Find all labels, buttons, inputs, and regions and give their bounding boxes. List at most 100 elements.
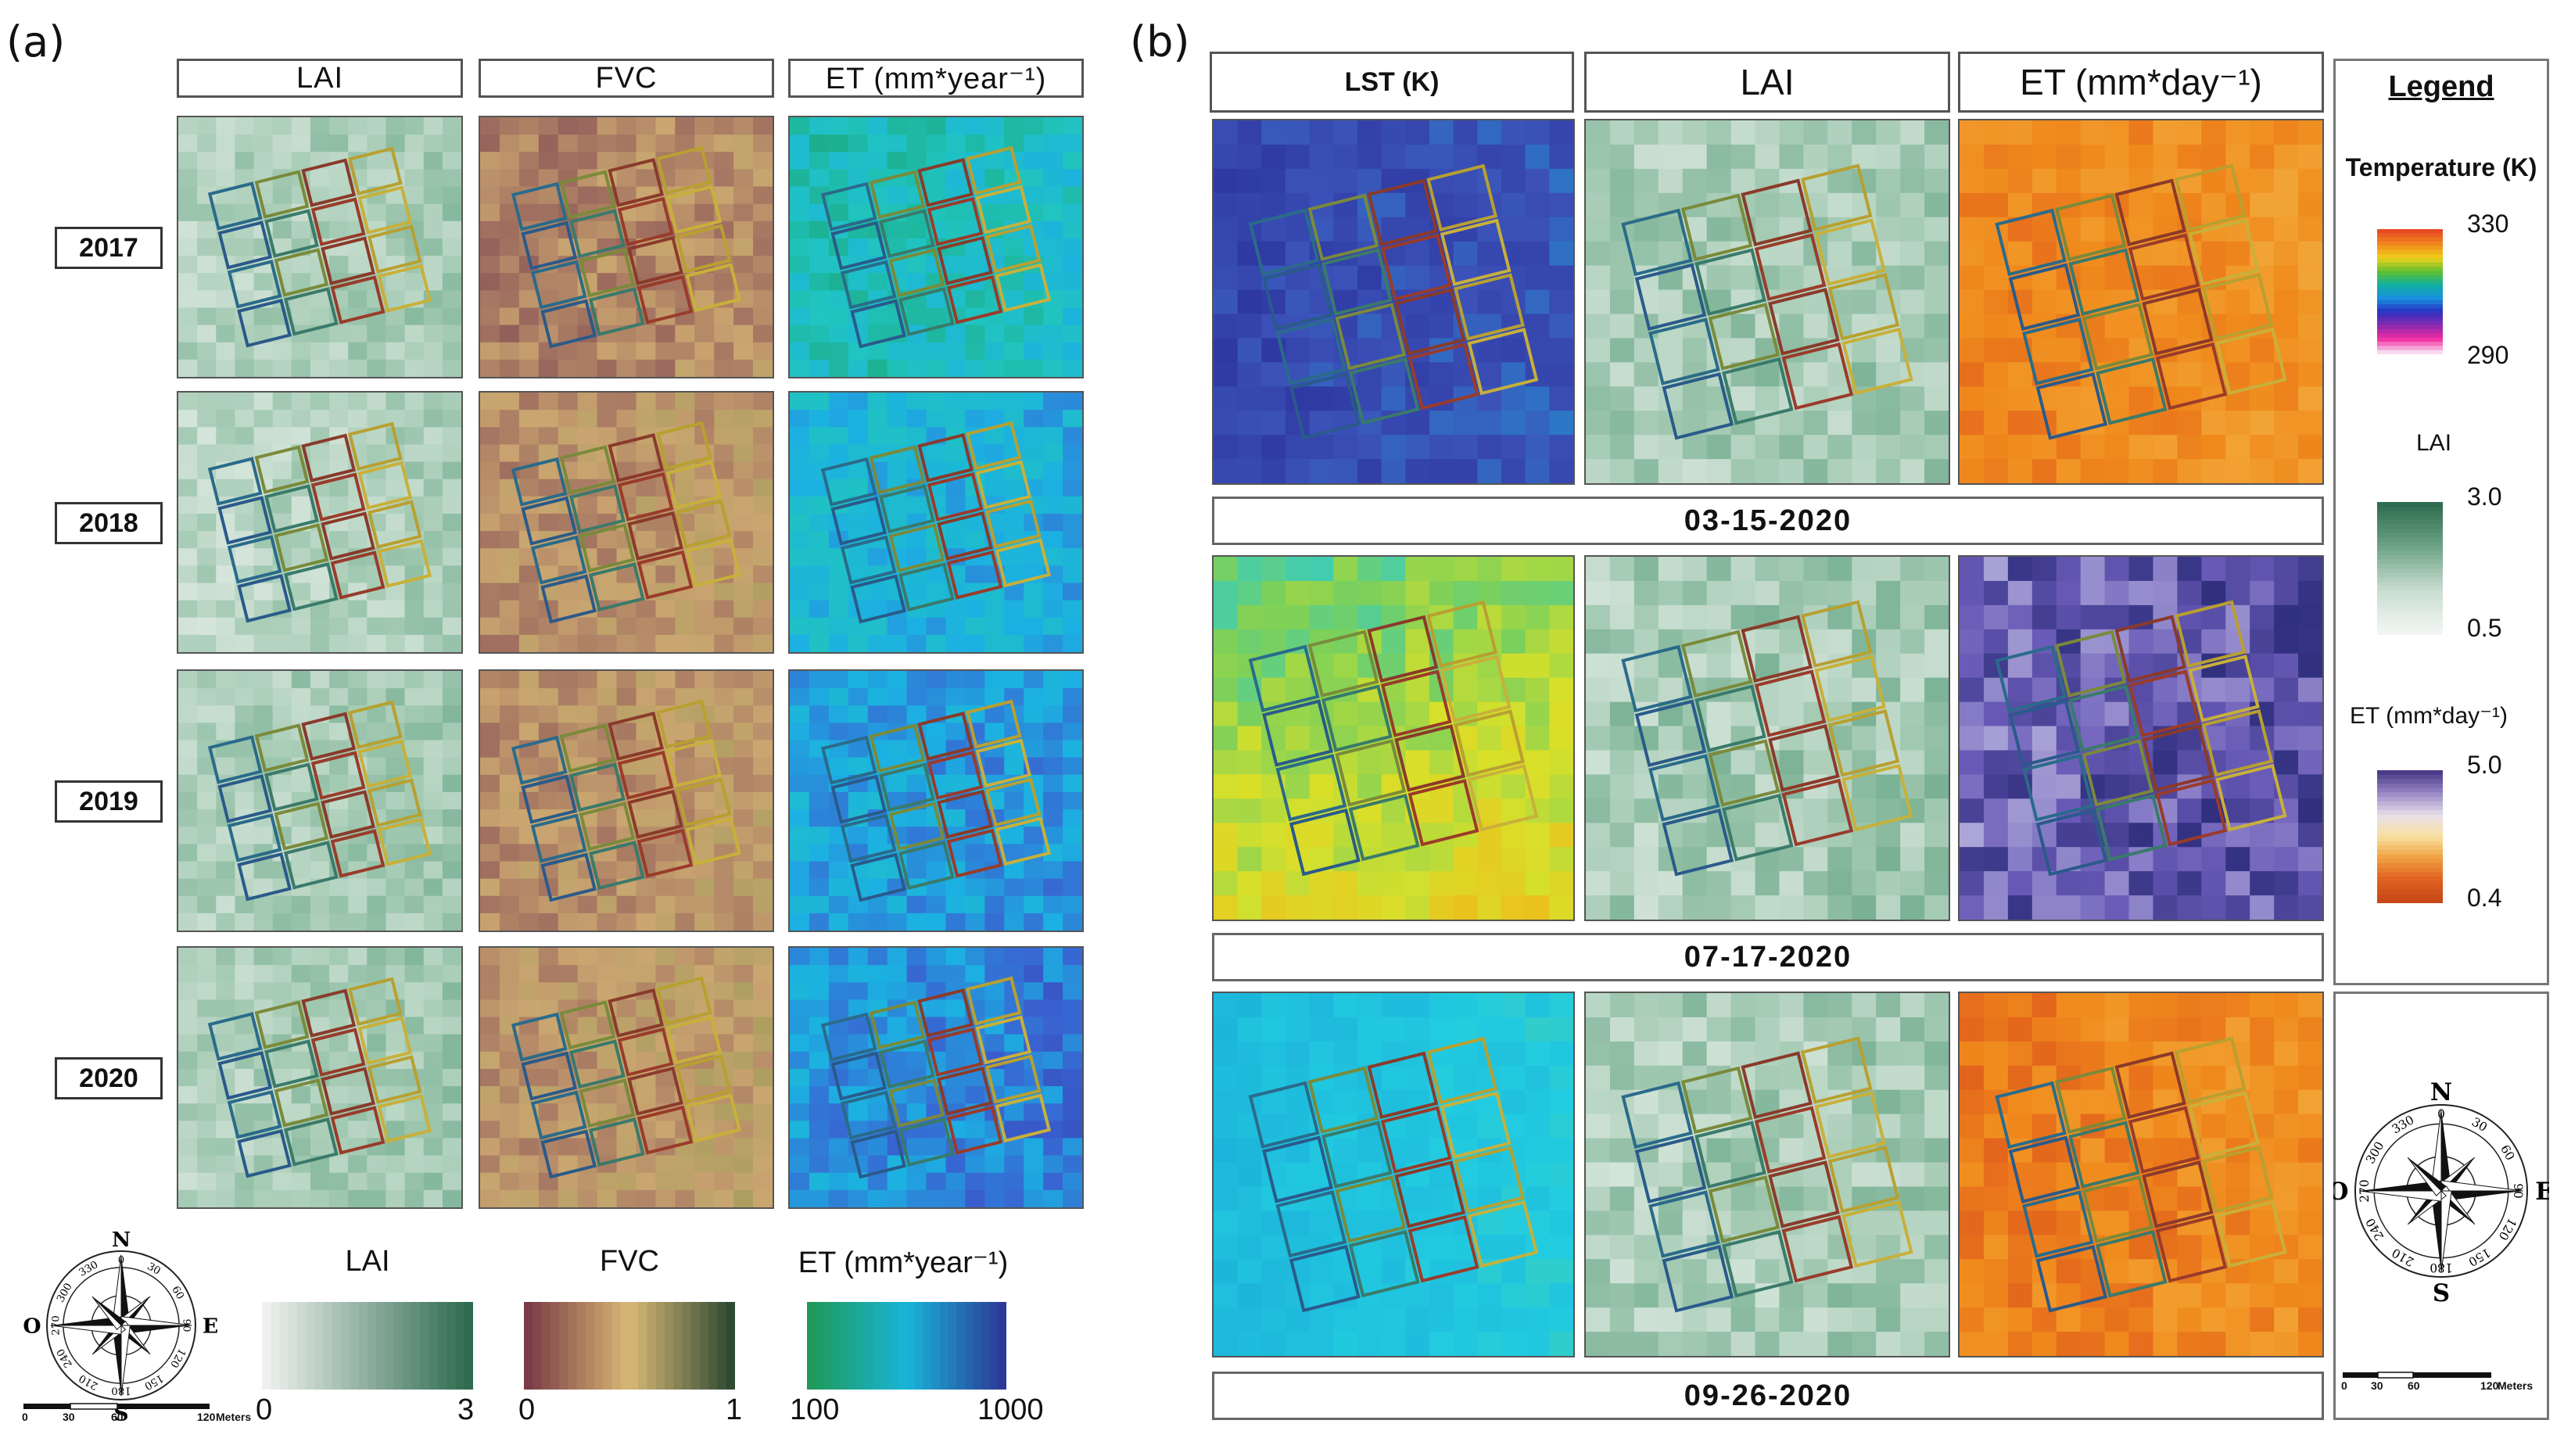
compass-b-degree-150: 150: [2466, 1246, 2493, 1269]
legend-a-lai-min: 0: [256, 1393, 273, 1426]
legend-a-et-min: 100: [790, 1393, 840, 1426]
compass-rose-b: 0 30 60 90 120 150 180 210 240 270 300 330 N S E O: [2328, 1031, 2554, 1343]
legend-b-lai-max: 3.0: [2467, 482, 2502, 511]
date-label-09-26-2020: 09-26-2020: [1212, 1372, 2324, 1420]
year-label-2018: 2018: [55, 502, 163, 544]
legend-b-temp-max: 330: [2467, 210, 2509, 238]
legend-b-frame: [2333, 59, 2549, 985]
date-label-03-15-2020: 03-15-2020: [1212, 497, 2324, 545]
scalebar-b: 0 30 60 120 Meters: [2341, 1370, 2538, 1401]
map-b-lai-07-17-2020: [1584, 555, 1950, 921]
scalebar-b-tick-120: 120: [2480, 1379, 2499, 1392]
legend-a-lai-max: 3: [457, 1393, 475, 1426]
compass-b-north-label: N: [2430, 1078, 2452, 1106]
map-b-lst-09-26-2020: [1212, 992, 1575, 1357]
map-a-lai-2019: [177, 669, 463, 932]
legend-b-temp-title: Temperature (K): [2345, 153, 2537, 181]
scalebar-b-unit: Meters: [2498, 1379, 2534, 1392]
col-header-fvc: FVC: [479, 59, 774, 98]
map-a-lai-2017: [177, 116, 463, 378]
compass-a-degree-60: 60: [169, 1284, 185, 1301]
map-b-et-07-17-2020: [1958, 555, 2324, 921]
map-b-et-03-15-2020: [1958, 119, 2324, 485]
compass-a-degree-330: 330: [77, 1259, 100, 1279]
compass-a-degree-30: 30: [145, 1261, 162, 1277]
compass-a-degree-210: 210: [77, 1372, 100, 1392]
scalebar-a-tick-120: 120: [197, 1411, 216, 1423]
compass-rose-a: 0 30 60 90 120 150 180 210 240 270 300 330 N S E O: [16, 1220, 227, 1431]
map-a-et-2020: [788, 946, 1084, 1209]
scalebar-b-tick-0: 0: [2341, 1379, 2347, 1392]
legend-b-et-max: 5.0: [2467, 751, 2502, 779]
compass-b-degree-180: 180: [2430, 1261, 2452, 1275]
compass-a-degree-0: 0: [118, 1254, 124, 1266]
scalebar-a: 0 30 60 120 Meters: [22, 1401, 251, 1433]
compass-a-degree-240: 240: [55, 1347, 75, 1369]
legend-a-et-max: 1000: [977, 1393, 1044, 1426]
compass-b-south-label: S: [2433, 1279, 2450, 1307]
legend-b-lai-ramp: [2377, 502, 2443, 636]
map-a-fvc-2017: [479, 116, 774, 378]
map-a-lai-2018: [177, 391, 463, 654]
legend-b-et-ramp: [2377, 770, 2443, 904]
compass-b-degree-330: 330: [2390, 1113, 2416, 1136]
compass-b-degree-270: 270: [2358, 1179, 2372, 1202]
legend-a-fvc-min: 0: [518, 1393, 536, 1426]
scalebar-a-unit: Meters: [216, 1411, 252, 1423]
map-a-fvc-2019: [479, 669, 774, 932]
compass-b-degree-300: 300: [2363, 1139, 2386, 1166]
map-b-lst-07-17-2020: [1212, 555, 1575, 921]
scalebar-a-tick-60: 60: [111, 1411, 124, 1423]
compass-b-west-label: O: [2333, 1178, 2348, 1206]
legend-b-et-min: 0.4: [2467, 884, 2502, 912]
legend-a-lai-title: LAI: [345, 1245, 390, 1278]
legend-a-fvc-ramp: [524, 1302, 736, 1390]
map-a-et-2019: [788, 669, 1084, 932]
map-a-et-2018: [788, 391, 1084, 654]
map-b-et-09-26-2020: [1958, 992, 2324, 1357]
col-header-et-b: ET (mm*day⁻¹): [1958, 52, 2324, 113]
legend-b-title: Legend: [2388, 70, 2494, 103]
compass-a-degree-270: 270: [50, 1315, 62, 1335]
scalebar-a-tick-0: 0: [22, 1411, 28, 1423]
col-header-et: ET (mm*year⁻¹): [788, 59, 1084, 98]
compass-a-east-label: E: [203, 1314, 218, 1339]
legend-b-lai-title: LAI: [2416, 430, 2452, 456]
legend-b-compass-frame: [2333, 992, 2549, 1420]
compass-a-west-label: O: [23, 1314, 41, 1339]
year-label-2017: 2017: [55, 227, 163, 269]
map-a-fvc-2018: [479, 391, 774, 654]
compass-b-degree-90: 90: [2511, 1183, 2525, 1199]
panel-b-label: (b): [1130, 17, 1190, 66]
compass-a-degree-300: 300: [55, 1282, 75, 1304]
map-b-lai-03-15-2020: [1584, 119, 1950, 485]
compass-a-degree-180: 180: [111, 1385, 131, 1397]
map-a-et-2017: [788, 116, 1084, 378]
scalebar-a-tick-30: 30: [63, 1411, 75, 1423]
legend-b-et-title: ET (mm*day⁻¹): [2350, 703, 2508, 729]
col-header-lst: LST (K): [1210, 52, 1574, 113]
legend-a-lai-ramp: [262, 1302, 474, 1390]
legend-b-temp-min: 290: [2467, 341, 2509, 369]
map-b-lst-03-15-2020: [1212, 119, 1575, 485]
date-label-07-17-2020: 07-17-2020: [1212, 933, 2324, 981]
map-a-lai-2020: [177, 946, 463, 1209]
scalebar-b-tick-60: 60: [2408, 1379, 2420, 1392]
compass-b-east-label: E: [2535, 1178, 2549, 1206]
compass-a-degree-120: 120: [167, 1347, 188, 1369]
col-header-lai-b: LAI: [1584, 52, 1950, 113]
map-b-lai-09-26-2020: [1584, 992, 1950, 1357]
panel-a-label: (a): [6, 17, 66, 66]
year-label-2020: 2020: [55, 1057, 163, 1099]
legend-a-et-title: ET (mm*year⁻¹): [798, 1246, 1009, 1279]
map-a-fvc-2020: [479, 946, 774, 1209]
compass-a-degree-90: 90: [181, 1319, 192, 1332]
compass-b-degree-210: 210: [2390, 1246, 2416, 1269]
legend-a-et-ramp: [807, 1302, 1007, 1390]
legend-b-lai-min: 0.5: [2467, 614, 2502, 642]
compass-a-north-label: N: [112, 1228, 131, 1252]
compass-b-degree-0: 0: [2437, 1107, 2445, 1121]
legend-a-fvc-max: 1: [726, 1393, 743, 1426]
compass-a-degree-150: 150: [142, 1372, 165, 1392]
compass-b-degree-240: 240: [2363, 1216, 2386, 1243]
